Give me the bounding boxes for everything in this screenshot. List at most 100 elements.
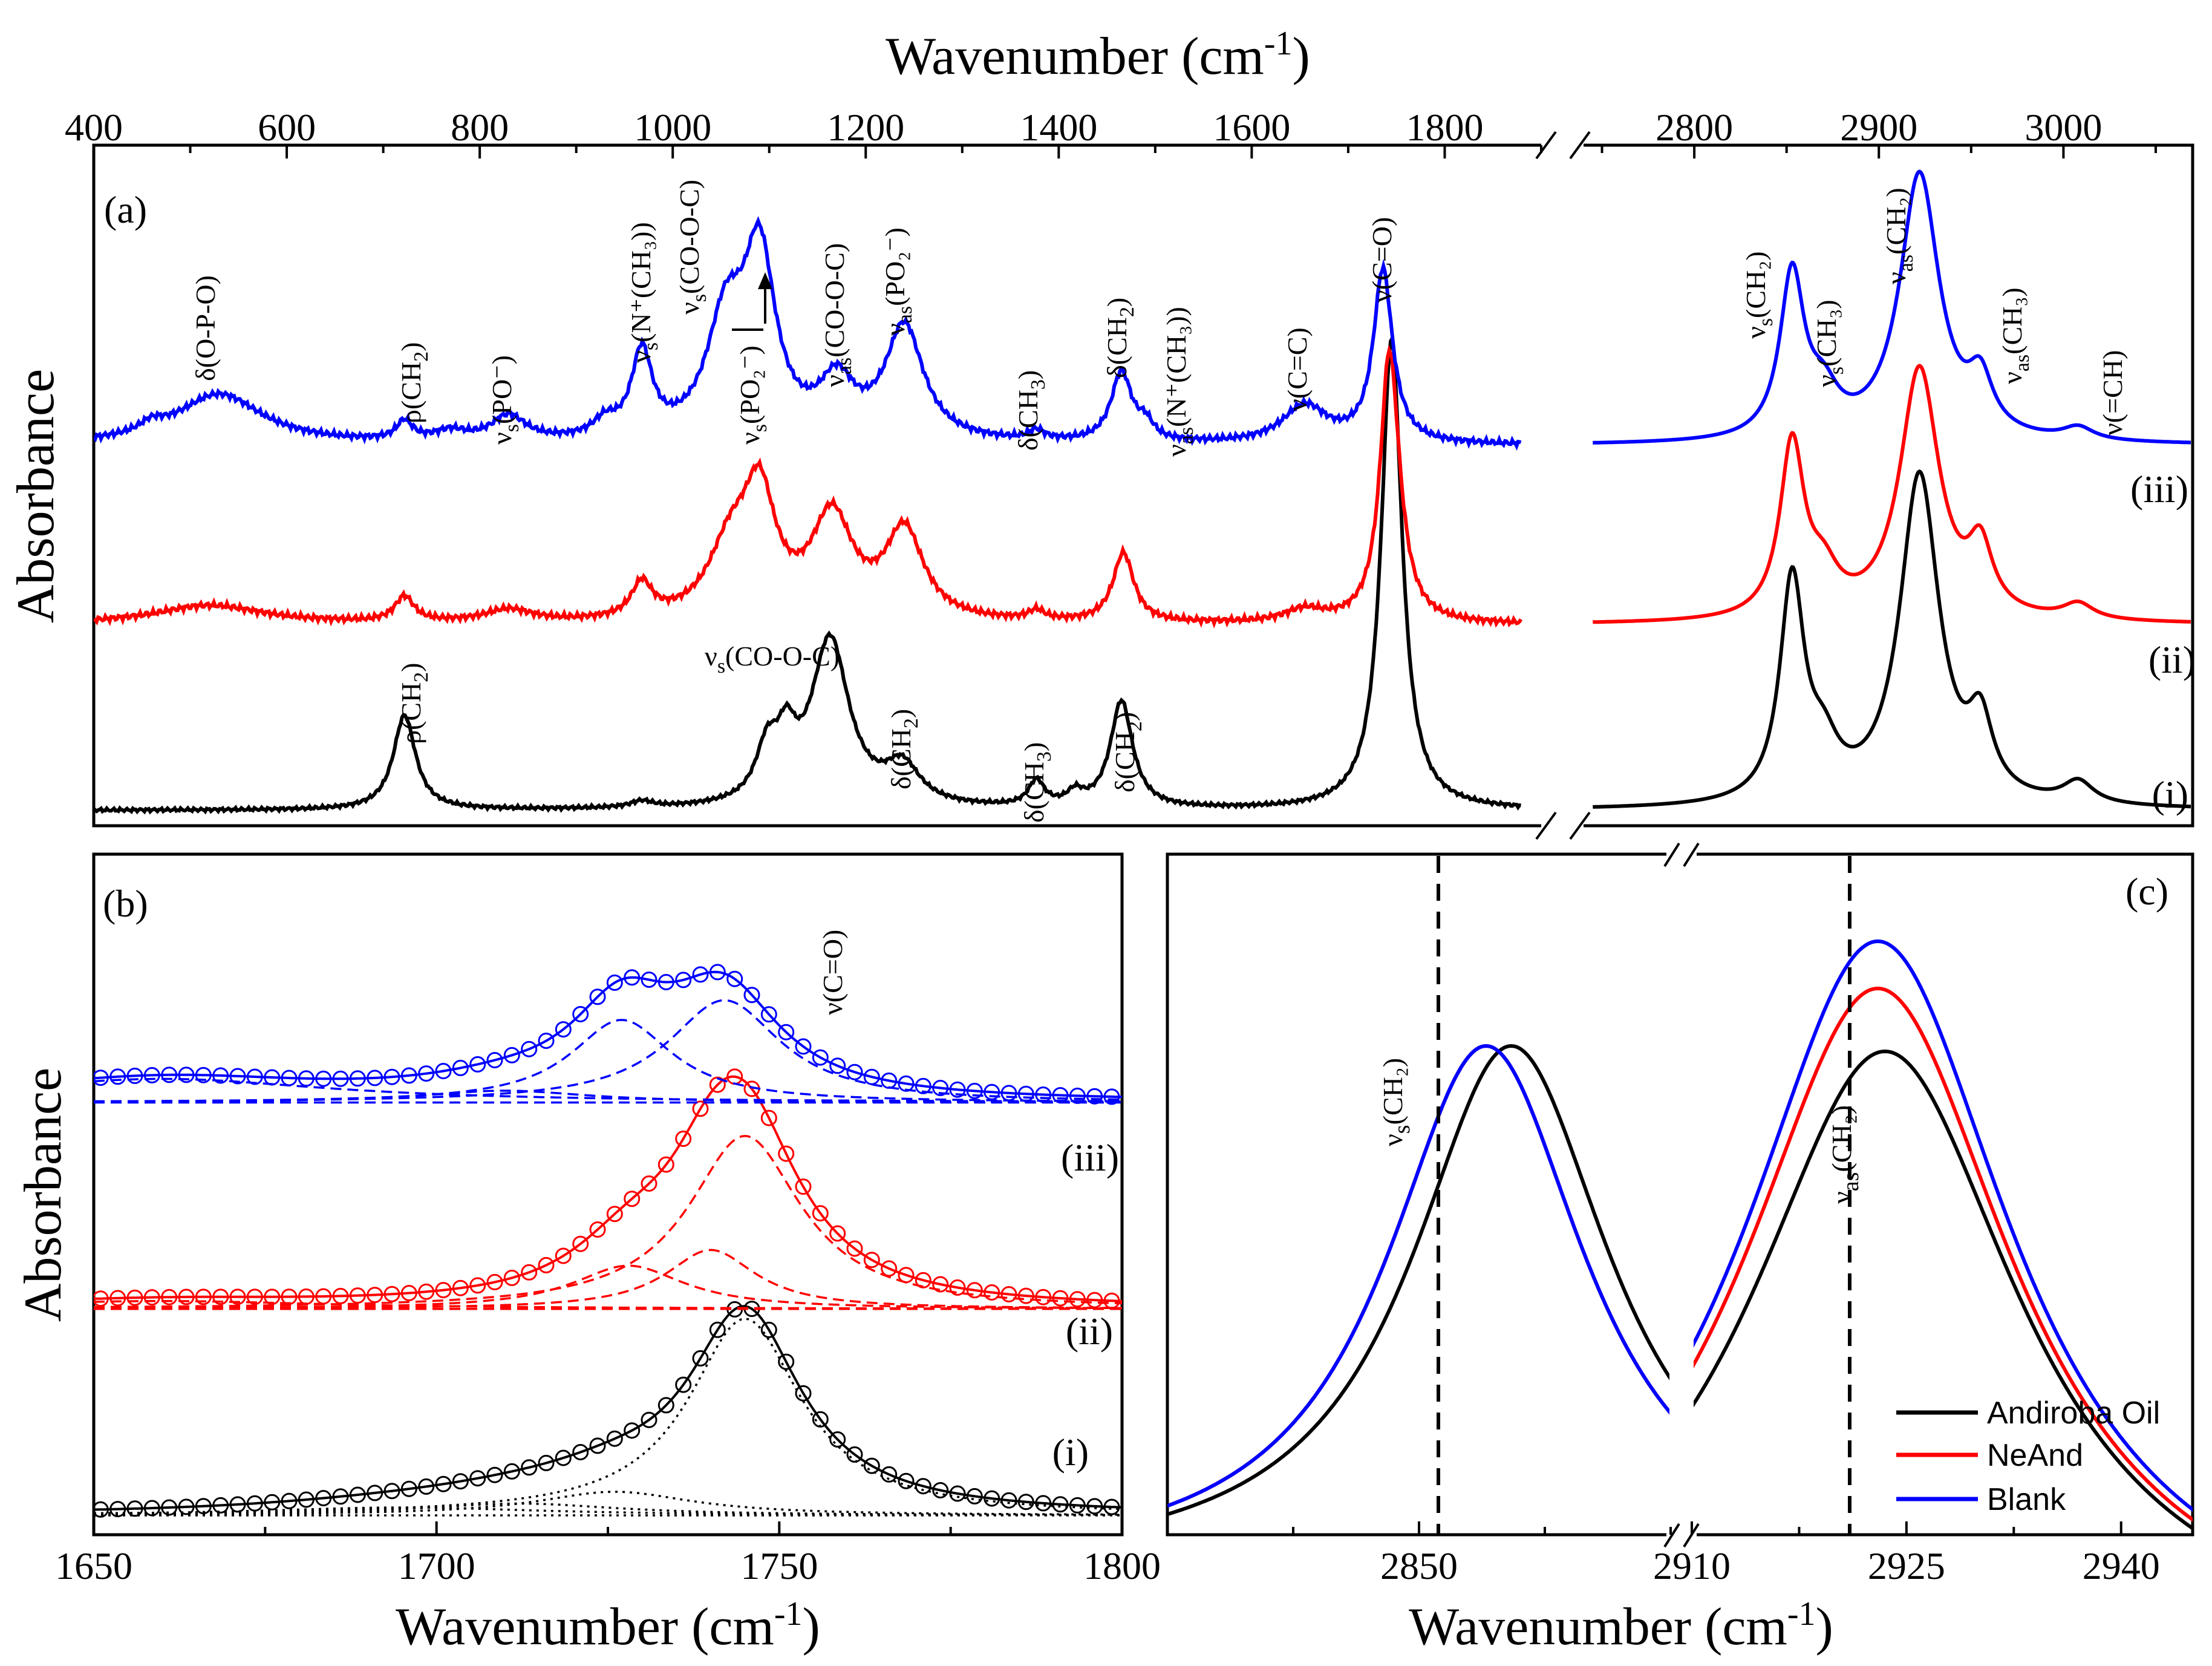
- data-point: [966, 1282, 983, 1299]
- panel-b-ylabel: Absorbance: [14, 1068, 73, 1322]
- tick-label: 1600: [1213, 106, 1290, 149]
- trace-label-i: (i): [2152, 773, 2188, 816]
- data-point: [829, 1057, 846, 1074]
- data-point: [538, 1033, 555, 1049]
- data-point: [881, 1260, 898, 1277]
- data-point: [367, 1070, 383, 1086]
- annotation-vs-ch2: νs(CH₂): [1377, 1058, 1415, 1146]
- data-point: [1035, 1495, 1052, 1512]
- panel-a-frame: [92, 143, 2194, 828]
- fit-line-0: [94, 1305, 1122, 1511]
- data-point: [863, 1457, 880, 1474]
- tick-label: 400: [65, 106, 123, 149]
- data-point: [778, 1145, 795, 1162]
- data-point: [709, 964, 726, 981]
- annotation-blank-11: ν(C=C): [1282, 327, 1313, 411]
- panel-c-tick-labels: 2850 2910 2925 2940: [1380, 1544, 2160, 1587]
- data-point: [281, 1070, 298, 1086]
- data-point: [178, 1498, 195, 1515]
- tick-label: 1400: [1020, 106, 1097, 149]
- data-point: [400, 1285, 417, 1301]
- data-point: [195, 1067, 212, 1083]
- data-point: [452, 1473, 469, 1490]
- tick-label: 2910: [1653, 1544, 1731, 1587]
- tick-label: 2925: [1868, 1544, 1945, 1587]
- legend: Andiroba Oil NeAnd Blank: [1896, 1396, 2160, 1517]
- data-point: [778, 1024, 795, 1040]
- data-point: [692, 1350, 709, 1367]
- panel-c-annotations: νs(CH₂) νas(CH₂): [1377, 1058, 1864, 1204]
- data-point: [692, 966, 709, 983]
- data-point: [298, 1491, 315, 1508]
- data-point: [349, 1486, 366, 1503]
- break-mark: [1569, 131, 1591, 160]
- data-point: [984, 1083, 1000, 1100]
- data-point: [692, 1100, 709, 1117]
- data-point: [1052, 1087, 1069, 1103]
- data-point: [949, 1485, 966, 1502]
- data-point: [555, 1247, 572, 1264]
- tick-label: 2940: [2083, 1544, 2160, 1587]
- data-point: [829, 1225, 846, 1242]
- data-point: [246, 1289, 263, 1305]
- data-point: [246, 1495, 263, 1512]
- data-point: [109, 1290, 126, 1307]
- panel-b: 1650 1700 1750 1800 Wavenumber (cm-1) Absor…: [14, 852, 1161, 1656]
- annotation-blank-8: δ(CH3): [1013, 370, 1049, 451]
- data-point: [795, 1178, 812, 1195]
- b-trace-label-iii: (iii): [1061, 1136, 1119, 1179]
- data-point: [195, 1498, 212, 1515]
- data-point: [760, 1109, 777, 1126]
- data-point: [1103, 1498, 1120, 1515]
- panel-a-label: (a): [104, 188, 147, 231]
- data-point: [109, 1068, 126, 1085]
- component-curve-0-0: [94, 1318, 1122, 1515]
- trace-label-ii: (ii): [2148, 638, 2196, 681]
- data-point: [521, 1040, 538, 1057]
- data-point: [298, 1070, 315, 1087]
- b-annotation-co: ν(C=O): [817, 930, 848, 1015]
- data-point: [143, 1067, 160, 1083]
- c-line-right-1: [1694, 986, 2193, 1522]
- data-point: [1052, 1496, 1069, 1513]
- series-line-right-2: [1593, 169, 2191, 445]
- arrow-head: [758, 272, 772, 289]
- data-point: [161, 1499, 178, 1516]
- panel-b-xlabel: Wavenumber (cm-1): [396, 1595, 820, 1656]
- data-point: [1069, 1087, 1086, 1104]
- data-point: [966, 1488, 983, 1504]
- data-point: [332, 1070, 349, 1087]
- data-point: [743, 987, 760, 1004]
- annotation-oil-4: δ(CH2): [1109, 712, 1146, 792]
- annotation-blank-3: νs(N⁺(CH₃)): [625, 222, 662, 363]
- panel-b-series: [94, 964, 1122, 1518]
- data-point: [812, 1205, 829, 1222]
- data-point: [795, 1385, 812, 1402]
- break-mark: [1683, 842, 1700, 867]
- data-point: [657, 974, 674, 990]
- panel-a-break-gap: [1541, 136, 1584, 154]
- data-point: [1086, 1498, 1103, 1515]
- data-point: [178, 1067, 195, 1083]
- data-point: [469, 1056, 486, 1073]
- data-point: [349, 1070, 366, 1087]
- panel-a-annotations: δ(O-P-O) ρ(CH2) νs(PO⁻) νs(N⁺(CH₃)) νs(CO-O-…: [190, 180, 2128, 823]
- c-line-right-0: [1694, 1049, 2193, 1531]
- data-point: [521, 1264, 538, 1281]
- panel-a-ylabel: Absorbance: [7, 369, 65, 623]
- data-point: [932, 1482, 949, 1498]
- data-point: [795, 1038, 812, 1055]
- data-point: [435, 1282, 452, 1299]
- data-point: [657, 1156, 674, 1173]
- annotation-blank-6: νas(CO-O-C): [819, 243, 856, 387]
- panel-c-xlabel: Wavenumber (cm-1): [1409, 1595, 1833, 1656]
- data-point: [949, 1279, 966, 1296]
- panel-a-series-left: [94, 216, 1523, 815]
- data-point: [984, 1284, 1000, 1301]
- data-point: [589, 1221, 606, 1238]
- data-point: [726, 970, 743, 987]
- c-line-right-2: [1694, 939, 2193, 1512]
- data-point: [760, 1321, 777, 1338]
- data-point: [709, 1321, 726, 1338]
